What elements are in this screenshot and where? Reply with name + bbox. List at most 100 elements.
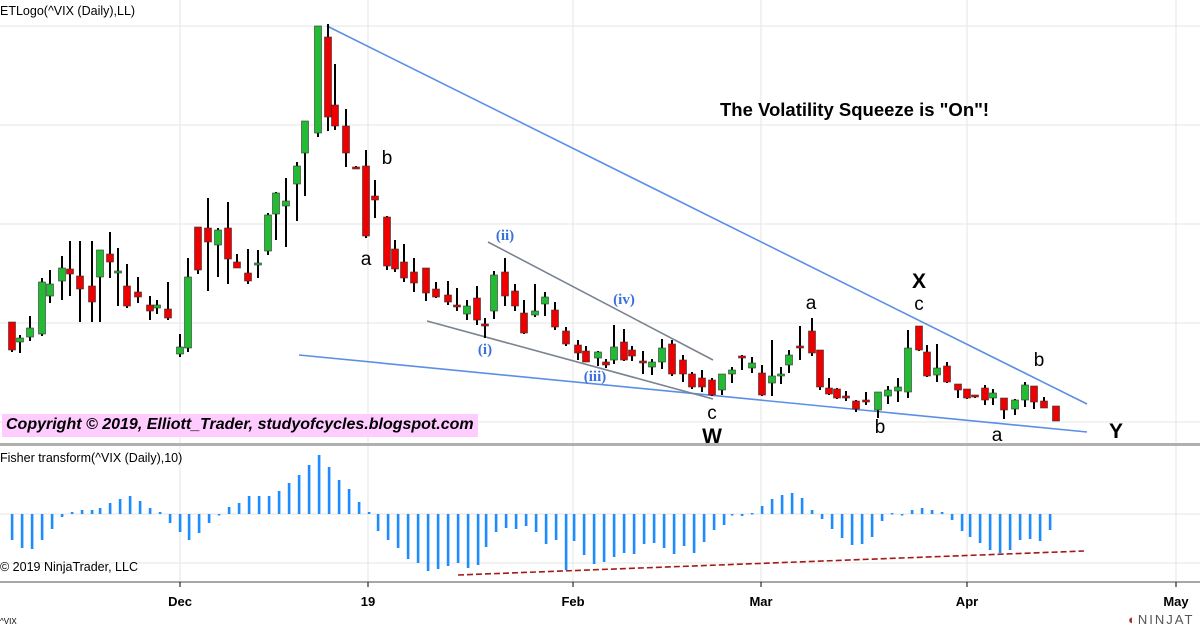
fisher-bar [890, 513, 894, 515]
candle-down [400, 261, 408, 279]
candle-down [134, 291, 142, 298]
fisher-bar [760, 506, 764, 514]
candle-down [473, 297, 481, 321]
fisher-bar [436, 514, 440, 569]
candle-down [410, 271, 418, 284]
fisher-bar [524, 514, 528, 526]
candle-down [362, 165, 370, 237]
upper-wedge-line [326, 25, 1088, 405]
panel-separator [0, 443, 1200, 446]
candle-up [58, 267, 66, 282]
fisher-bar [820, 514, 824, 519]
fisher-bar [386, 514, 390, 540]
fisher-bar [572, 514, 576, 541]
candle-down [551, 309, 559, 328]
fisher-bar [632, 514, 636, 554]
wave-label: W [702, 425, 722, 448]
candle-down [796, 345, 804, 349]
fisher-bar [1018, 514, 1022, 540]
candle-up [748, 362, 756, 369]
fisher-bar [30, 514, 34, 549]
candle-down [943, 365, 951, 383]
fisher-bar [237, 503, 241, 514]
fisher-bar [988, 514, 992, 550]
fisher-bar [347, 489, 351, 514]
fisher-bar [357, 502, 361, 514]
fisher-bar [514, 514, 518, 529]
fisher-bar [168, 514, 172, 523]
candle-down [194, 226, 202, 271]
candle-down [963, 388, 971, 399]
candle-down [432, 288, 440, 298]
fisher-bar [456, 514, 460, 563]
fisher-bar [80, 510, 84, 514]
fisher-bar [960, 514, 964, 531]
candle-up [1011, 399, 1019, 410]
candle-up [874, 391, 882, 411]
fisher-bar [317, 455, 321, 514]
fisher-bar [682, 514, 686, 546]
fisher-bar [217, 514, 221, 516]
fisher-bar [227, 507, 231, 514]
divergence-line [457, 550, 1085, 576]
candle-up [610, 346, 618, 361]
candle-up [114, 270, 122, 274]
wave-label: X [911, 270, 927, 293]
candle-up [541, 296, 549, 305]
fisher-bar [337, 480, 341, 514]
candle-up [96, 249, 104, 278]
wave-label: (iv) [613, 292, 635, 308]
fisher-bar [800, 498, 804, 514]
candle-up [768, 375, 776, 384]
candle-up [531, 310, 539, 316]
symbol-label: ^VIX [0, 617, 17, 626]
fisher-bar [484, 514, 488, 547]
fisher-bar [950, 514, 954, 520]
candle-down [444, 294, 452, 303]
candle-up [184, 276, 192, 349]
candle-down [808, 330, 816, 354]
subwave-upper-line [487, 241, 714, 361]
fisher-bar [20, 514, 24, 548]
fisher-bar [930, 510, 934, 514]
x-tick-label: 19 [360, 594, 376, 609]
fisher-bar [148, 508, 152, 514]
candle-down [123, 285, 131, 307]
candle-down [146, 304, 154, 312]
candle-up [989, 392, 997, 399]
fisher-bar [158, 512, 162, 514]
wave-label: a [805, 293, 817, 314]
fisher-bar [592, 514, 596, 564]
copyright-banner: Copyright © 2019, Elliott_Trader, studyo… [2, 414, 478, 437]
wave-label: a [991, 425, 1003, 446]
subwave-lower-line [426, 320, 714, 400]
candle-up [272, 192, 280, 215]
candle-down [954, 383, 962, 391]
candle-up [176, 346, 184, 355]
fisher-bar [10, 514, 14, 540]
candle-down [204, 227, 212, 243]
x-tick-label: Apr [955, 594, 979, 609]
candle-down [708, 379, 716, 396]
wave-label: (iii) [583, 369, 607, 385]
fisher-bar [287, 483, 291, 514]
candle-down [383, 216, 391, 267]
fisher-bar [476, 514, 480, 565]
candle-down [453, 304, 461, 308]
candle-up [718, 373, 726, 391]
wave-label: b [1033, 350, 1045, 371]
wave-label: (i) [477, 342, 493, 358]
candle-down [628, 349, 636, 357]
fisher-bar [770, 499, 774, 514]
fisher-bar [692, 514, 696, 553]
fisher-bar [257, 496, 261, 514]
fisher-bar [307, 465, 311, 514]
fisher-bar [740, 514, 744, 516]
fisher-bar [780, 495, 784, 514]
fisher-bar [702, 514, 706, 542]
price-candles [8, 24, 1060, 422]
candle-down [562, 330, 570, 345]
wave-label: b [381, 148, 393, 169]
fisher-bar [416, 514, 420, 563]
